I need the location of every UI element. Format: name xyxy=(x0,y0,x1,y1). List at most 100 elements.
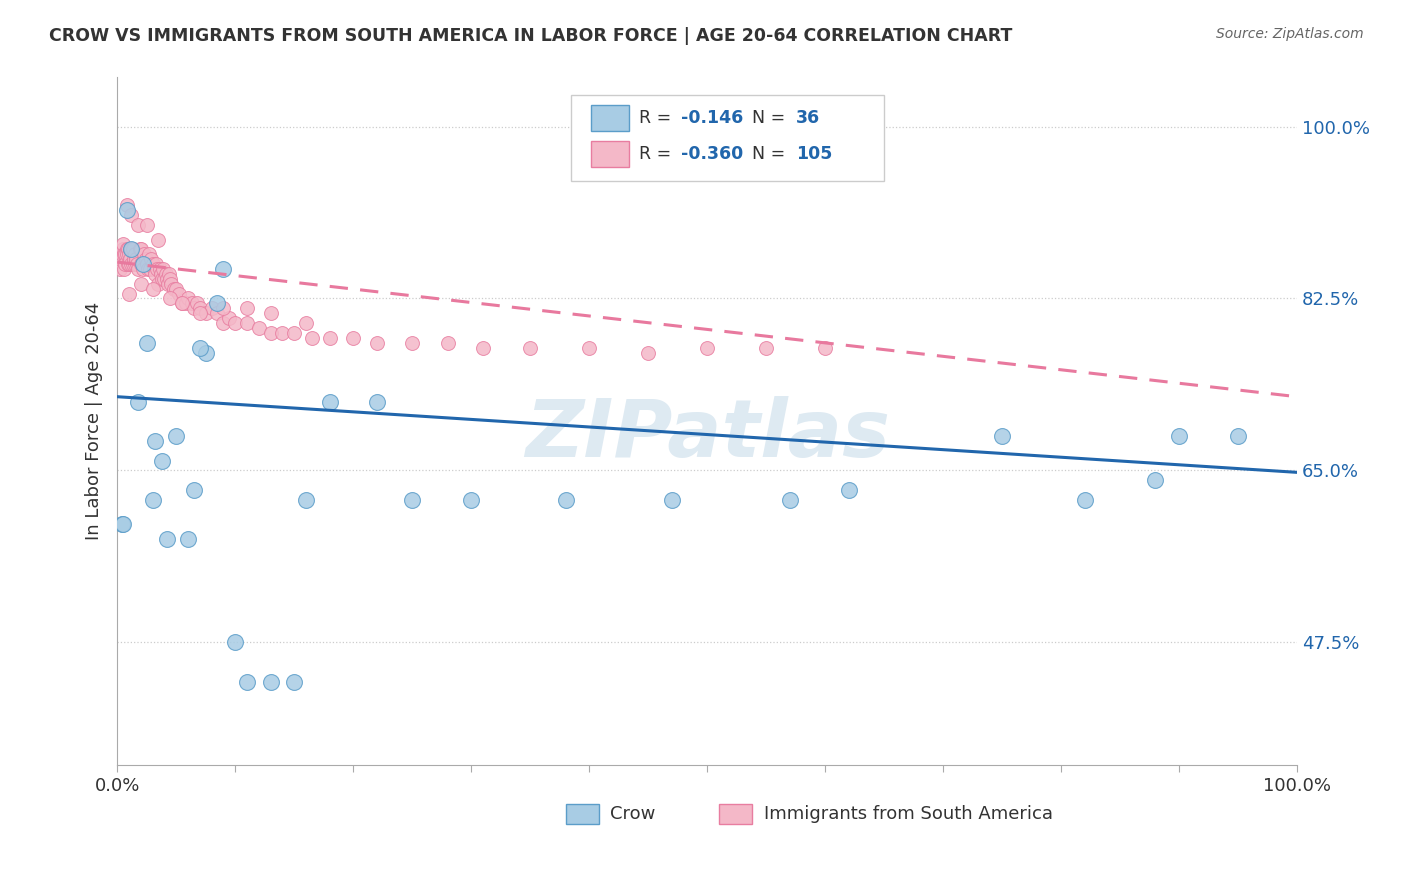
Point xyxy=(342,331,364,345)
Point xyxy=(152,262,174,277)
Point xyxy=(165,282,187,296)
Point xyxy=(554,492,576,507)
Point xyxy=(118,247,141,261)
Point xyxy=(149,267,172,281)
Point xyxy=(118,257,141,271)
Point xyxy=(301,331,323,345)
Point xyxy=(172,296,194,310)
Point xyxy=(814,341,837,355)
Point xyxy=(122,252,145,267)
Point xyxy=(366,335,388,350)
Point xyxy=(129,277,152,291)
Point xyxy=(838,483,860,497)
Point xyxy=(110,252,132,267)
Point xyxy=(141,252,163,267)
Point xyxy=(224,316,246,330)
Point xyxy=(167,286,190,301)
Point xyxy=(200,301,222,316)
Point xyxy=(142,257,165,271)
Text: 105: 105 xyxy=(796,145,832,162)
Point xyxy=(120,252,142,267)
Point xyxy=(139,262,162,277)
FancyBboxPatch shape xyxy=(565,805,599,823)
Point xyxy=(160,277,183,291)
Point xyxy=(111,517,134,532)
Point xyxy=(283,326,305,340)
Point xyxy=(127,394,149,409)
Point xyxy=(135,218,157,232)
Point xyxy=(148,277,170,291)
Point xyxy=(120,243,142,257)
FancyBboxPatch shape xyxy=(592,141,630,167)
Point xyxy=(127,257,149,271)
Point xyxy=(212,316,235,330)
Text: -0.146: -0.146 xyxy=(681,109,744,127)
Point xyxy=(460,492,482,507)
Point xyxy=(236,301,259,316)
Point xyxy=(153,272,176,286)
Point xyxy=(212,301,235,316)
Point xyxy=(115,202,138,217)
Point xyxy=(127,262,149,277)
Point xyxy=(112,262,135,277)
Point xyxy=(157,267,180,281)
Point xyxy=(134,247,156,261)
Point xyxy=(163,282,186,296)
Point xyxy=(318,394,340,409)
Text: N =: N = xyxy=(752,109,785,127)
Point xyxy=(188,341,211,355)
Point xyxy=(132,257,155,271)
Point xyxy=(131,257,153,271)
Point xyxy=(124,257,146,271)
Point xyxy=(401,335,423,350)
Point xyxy=(115,198,138,212)
Point xyxy=(125,252,148,267)
Point xyxy=(112,247,135,261)
Point xyxy=(136,262,159,277)
Text: Immigrants from South America: Immigrants from South America xyxy=(763,805,1053,823)
Point xyxy=(117,257,139,271)
Point xyxy=(135,257,157,271)
Point xyxy=(183,483,205,497)
Point xyxy=(114,257,136,271)
FancyBboxPatch shape xyxy=(592,105,630,131)
Point xyxy=(124,247,146,261)
Point xyxy=(138,247,160,261)
Text: CROW VS IMMIGRANTS FROM SOUTH AMERICA IN LABOR FORCE | AGE 20-64 CORRELATION CHA: CROW VS IMMIGRANTS FROM SOUTH AMERICA IN… xyxy=(49,27,1012,45)
Point xyxy=(259,306,281,320)
Point xyxy=(247,321,270,335)
Point xyxy=(183,301,205,316)
Point xyxy=(207,306,229,320)
Point xyxy=(112,243,135,257)
Point xyxy=(155,267,177,281)
Point xyxy=(194,306,217,320)
Point xyxy=(224,635,246,649)
Point xyxy=(194,345,217,359)
Text: ZIPatlas: ZIPatlas xyxy=(524,396,890,474)
Point xyxy=(779,492,801,507)
Point xyxy=(661,492,683,507)
Point xyxy=(129,257,152,271)
Point xyxy=(401,492,423,507)
Point xyxy=(134,252,156,267)
Point xyxy=(180,296,202,310)
Point xyxy=(115,247,138,261)
Point xyxy=(165,429,187,443)
Point xyxy=(212,262,235,277)
Point xyxy=(177,532,200,546)
Point xyxy=(148,233,170,247)
Point xyxy=(259,326,281,340)
Point xyxy=(143,434,166,448)
Point xyxy=(295,316,318,330)
Point xyxy=(1227,429,1250,443)
Point xyxy=(142,282,165,296)
Point xyxy=(366,394,388,409)
Point xyxy=(236,316,259,330)
Point xyxy=(149,262,172,277)
Point xyxy=(121,243,143,257)
Point xyxy=(218,311,240,326)
Point xyxy=(174,296,197,310)
Point xyxy=(283,674,305,689)
Text: R =: R = xyxy=(638,109,671,127)
Point xyxy=(112,517,135,532)
